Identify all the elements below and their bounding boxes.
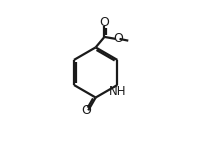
Text: O: O bbox=[81, 104, 91, 117]
Text: O: O bbox=[113, 32, 123, 45]
Text: O: O bbox=[99, 16, 109, 29]
Text: NH: NH bbox=[109, 85, 127, 98]
